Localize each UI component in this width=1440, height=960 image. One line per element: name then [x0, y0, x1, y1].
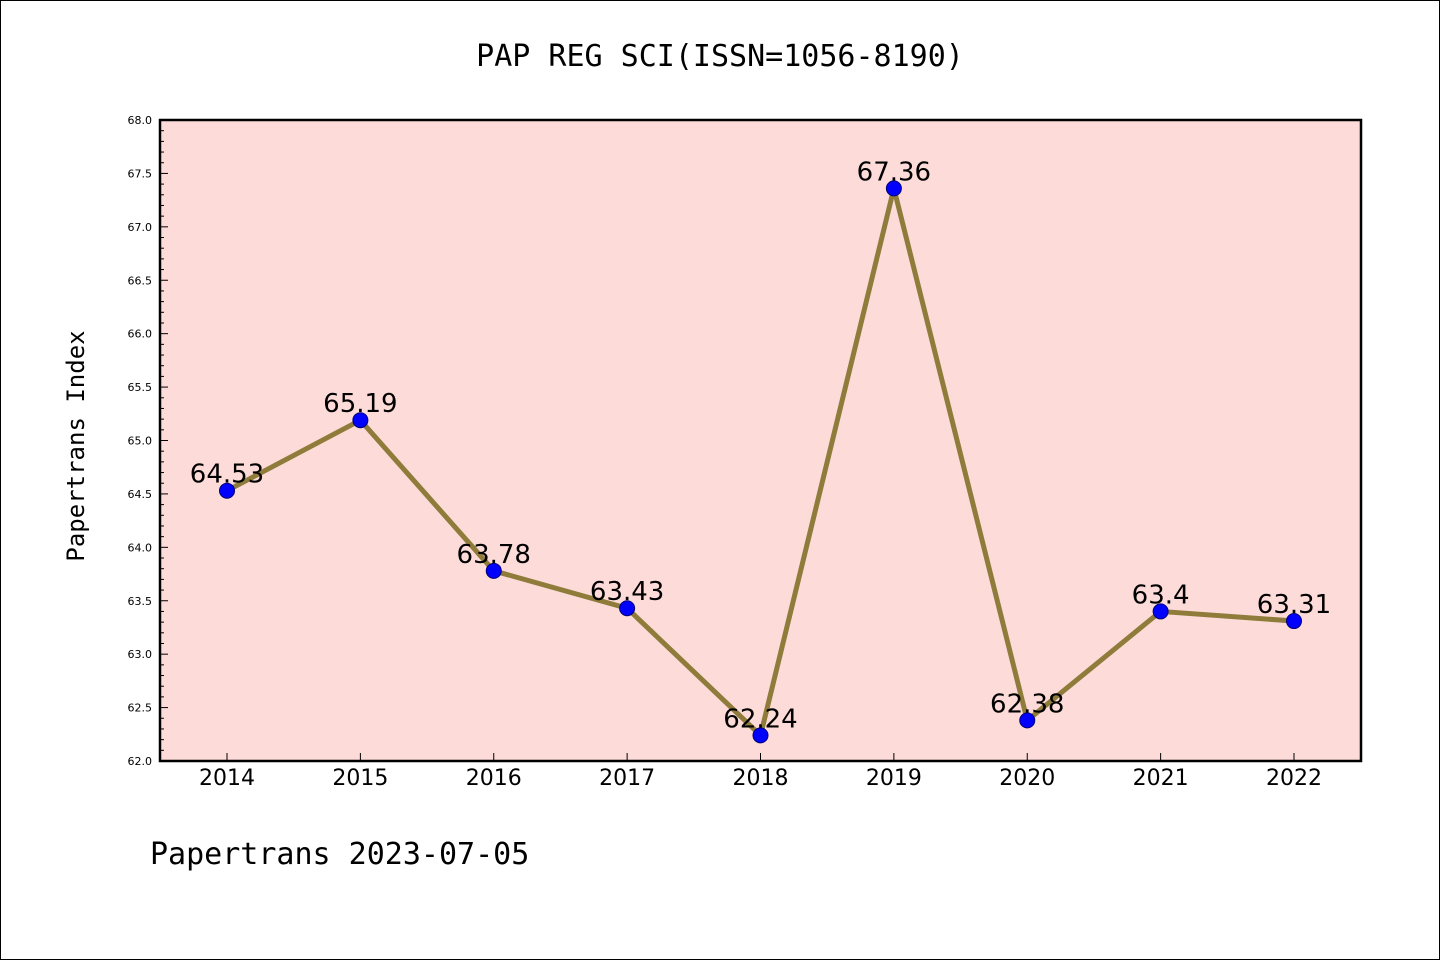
plot-border — [158, 118, 1363, 763]
x-axis: 2014 2015 2016 2017 2018 2019 2020 2021 2022 — [199, 753, 1322, 791]
y-tick-label: 67.0 — [128, 221, 153, 234]
data-label: 65.19 — [323, 389, 397, 419]
data-point — [885, 180, 902, 197]
data-label: 63.4 — [1132, 580, 1190, 610]
data-labels: 64.53 65.19 63.78 63.43 62.24 67.36 62.38 63.4 6… — [190, 157, 1331, 734]
footer-text: Papertrans 2023-07-05 — [150, 837, 529, 872]
data-label: 67.36 — [857, 157, 931, 187]
y-tick-label: 62.0 — [128, 755, 153, 768]
y-tick-label: 63.5 — [128, 595, 153, 608]
data-point — [1286, 613, 1302, 630]
y-tick-label: 67.5 — [128, 167, 153, 180]
y-tick-label: 66.0 — [128, 328, 153, 341]
y-tick-label: 64.5 — [128, 488, 153, 501]
data-point — [619, 600, 636, 617]
y-axis-label: Papertrans Index — [62, 330, 90, 561]
data-label: 62.24 — [723, 704, 797, 734]
data-point — [485, 562, 502, 579]
plot-area — [160, 120, 1361, 761]
data-points — [219, 180, 1302, 744]
x-tick-label: 2017 — [599, 766, 655, 791]
x-tick-label: 2022 — [1266, 766, 1322, 791]
x-tick-label: 2018 — [733, 766, 789, 791]
y-tick-label: 64.0 — [128, 541, 153, 554]
x-tick-label: 2015 — [332, 766, 388, 791]
data-label: 63.31 — [1257, 590, 1331, 620]
data-point — [752, 727, 769, 744]
x-tick-label: 2021 — [1133, 766, 1189, 791]
y-tick-label: 62.5 — [128, 702, 153, 715]
x-tick-label: 2016 — [466, 766, 522, 791]
data-point — [1152, 603, 1169, 620]
data-label: 62.38 — [990, 689, 1064, 719]
data-label: 64.53 — [190, 460, 264, 490]
x-tick-label: 2020 — [999, 766, 1055, 791]
data-point — [352, 412, 369, 429]
x-tick-label: 2019 — [866, 766, 922, 791]
x-tick-label: 2014 — [199, 766, 255, 791]
y-tick-label: 66.5 — [128, 274, 153, 287]
y-tick-label: 63.0 — [128, 648, 153, 661]
data-label: 63.78 — [457, 540, 531, 570]
y-tick-label: 65.5 — [128, 381, 153, 394]
data-label: 63.43 — [590, 577, 664, 607]
data-point — [1019, 712, 1036, 729]
y-tick-label: 65.0 — [128, 435, 153, 448]
y-tick-label: 68.0 — [128, 114, 153, 127]
y-axis: 62.0 62.5 63.0 63.5 64.0 64.5 65.0 65.5 66.0 66.5… — [128, 114, 168, 768]
chart-title: PAP REG SCI(ISSN=1056-8190) — [476, 39, 964, 74]
data-point — [219, 482, 235, 499]
